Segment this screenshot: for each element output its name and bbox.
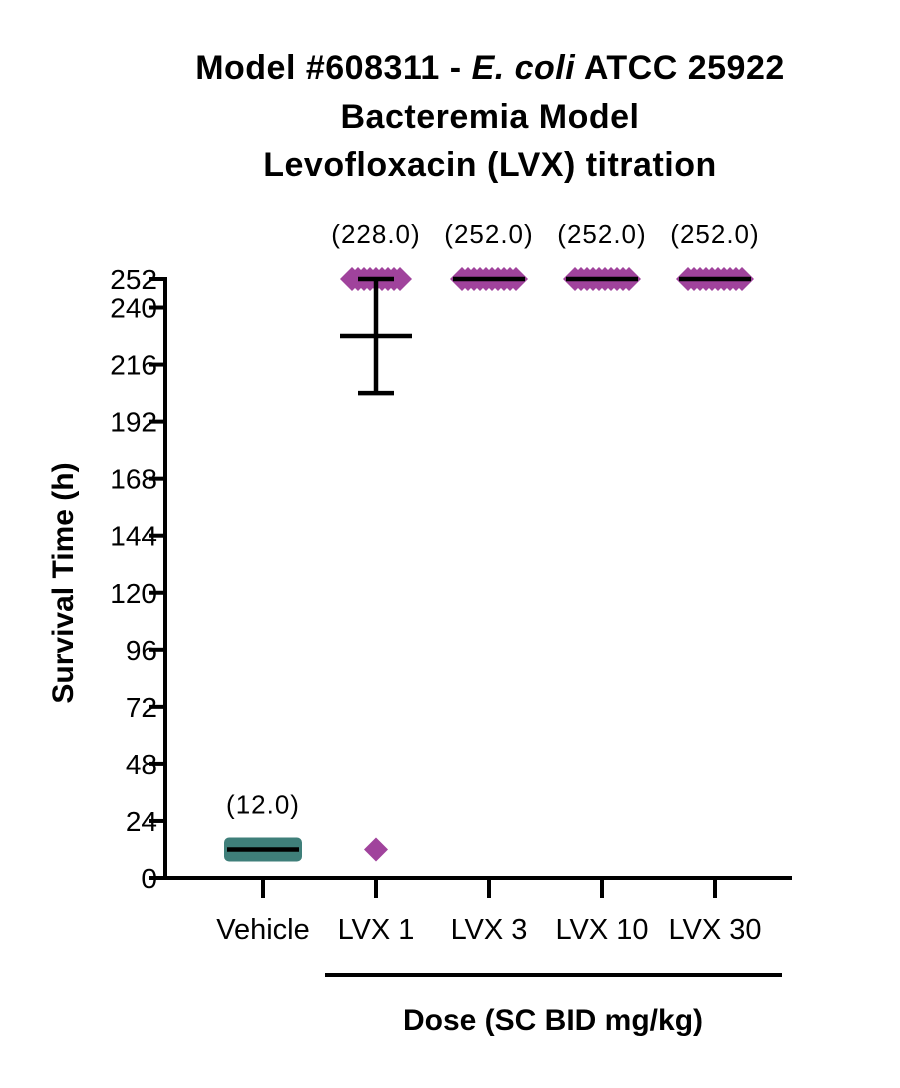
y-tick-label: 72 xyxy=(126,692,157,723)
y-tick-label: 120 xyxy=(110,578,157,609)
annotations: (12.0) (228.0) (252.0) (252.0) (252.0) xyxy=(226,219,759,819)
group-annotation: (252.0) xyxy=(670,219,759,249)
y-axis-label: Survival Time (h) xyxy=(47,462,80,703)
x-axis-label: Dose (SC BID mg/kg) xyxy=(403,1004,703,1037)
y-tick-label: 144 xyxy=(110,521,157,552)
group-annotation: (252.0) xyxy=(557,219,646,249)
y-tick-label: 48 xyxy=(126,749,157,780)
x-tick-label: LVX 1 xyxy=(338,914,415,946)
group-annotation: (228.0) xyxy=(331,219,420,249)
y-tick-label: 240 xyxy=(110,293,157,324)
group-annotation: (12.0) xyxy=(226,789,300,819)
x-tick-label: LVX 3 xyxy=(451,914,528,946)
group-annotation: (252.0) xyxy=(444,219,533,249)
y-tick-label: 24 xyxy=(126,806,157,837)
x-tick-label: LVX 30 xyxy=(669,914,762,946)
data-marks xyxy=(224,267,754,862)
chart-title-line-3: Levofloxacin (LVX) titration xyxy=(263,146,717,184)
data-point xyxy=(364,837,388,862)
y-tick-label: 168 xyxy=(110,464,157,495)
y-tick-label: 192 xyxy=(110,407,157,438)
y-tick-label: 216 xyxy=(110,350,157,381)
y-tick-label: 252 xyxy=(110,264,157,295)
x-tick-label: Vehicle xyxy=(216,914,310,946)
y-tick-label: 96 xyxy=(126,635,157,666)
x-tick-label: LVX 10 xyxy=(556,914,649,946)
data-point xyxy=(388,267,412,291)
chart-title-line-2: Bacteremia Model xyxy=(341,98,640,136)
chart-title: Model #608311 - E. coli ATCC 25922 Bacte… xyxy=(195,49,785,184)
x-axis: Vehicle LVX 1 LVX 3 LVX 10 LVX 30 xyxy=(163,876,792,946)
chart-title-line-1: Model #608311 - E. coli ATCC 25922 xyxy=(195,49,785,87)
y-tick-label: 0 xyxy=(141,863,157,894)
